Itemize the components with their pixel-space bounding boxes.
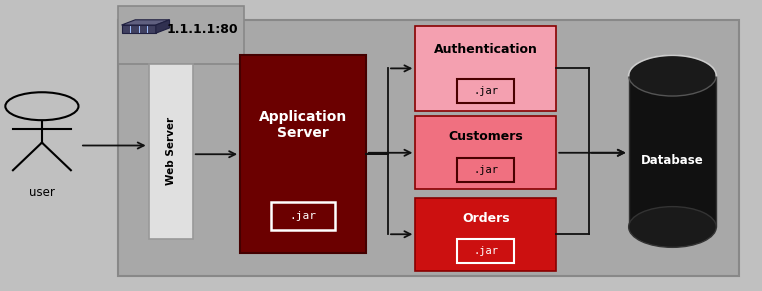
Text: 1.1.1.1:80: 1.1.1.1:80 xyxy=(166,23,238,36)
Text: Authentication: Authentication xyxy=(434,43,538,56)
Text: user: user xyxy=(29,186,55,198)
Polygon shape xyxy=(155,20,169,33)
Text: Application
Server: Application Server xyxy=(259,110,347,140)
Ellipse shape xyxy=(629,55,716,96)
Bar xyxy=(118,6,244,64)
Bar xyxy=(122,25,156,33)
Bar xyxy=(149,64,193,239)
Text: .jar: .jar xyxy=(290,211,316,221)
Text: .jar: .jar xyxy=(473,246,498,256)
Bar xyxy=(457,79,514,103)
Bar xyxy=(240,55,366,253)
Text: Customers: Customers xyxy=(448,130,523,143)
Ellipse shape xyxy=(629,207,716,247)
Text: .jar: .jar xyxy=(473,86,498,96)
Bar xyxy=(629,76,716,227)
Bar xyxy=(457,158,514,182)
Polygon shape xyxy=(122,20,169,25)
Bar xyxy=(271,202,335,230)
Text: Web Server: Web Server xyxy=(165,117,176,185)
Text: .jar: .jar xyxy=(473,165,498,175)
Bar xyxy=(415,198,556,271)
Bar xyxy=(415,116,556,189)
Text: Database: Database xyxy=(641,154,704,167)
Bar xyxy=(415,26,556,111)
Bar xyxy=(457,239,514,263)
Bar xyxy=(118,20,739,276)
Text: Orders: Orders xyxy=(462,212,510,225)
